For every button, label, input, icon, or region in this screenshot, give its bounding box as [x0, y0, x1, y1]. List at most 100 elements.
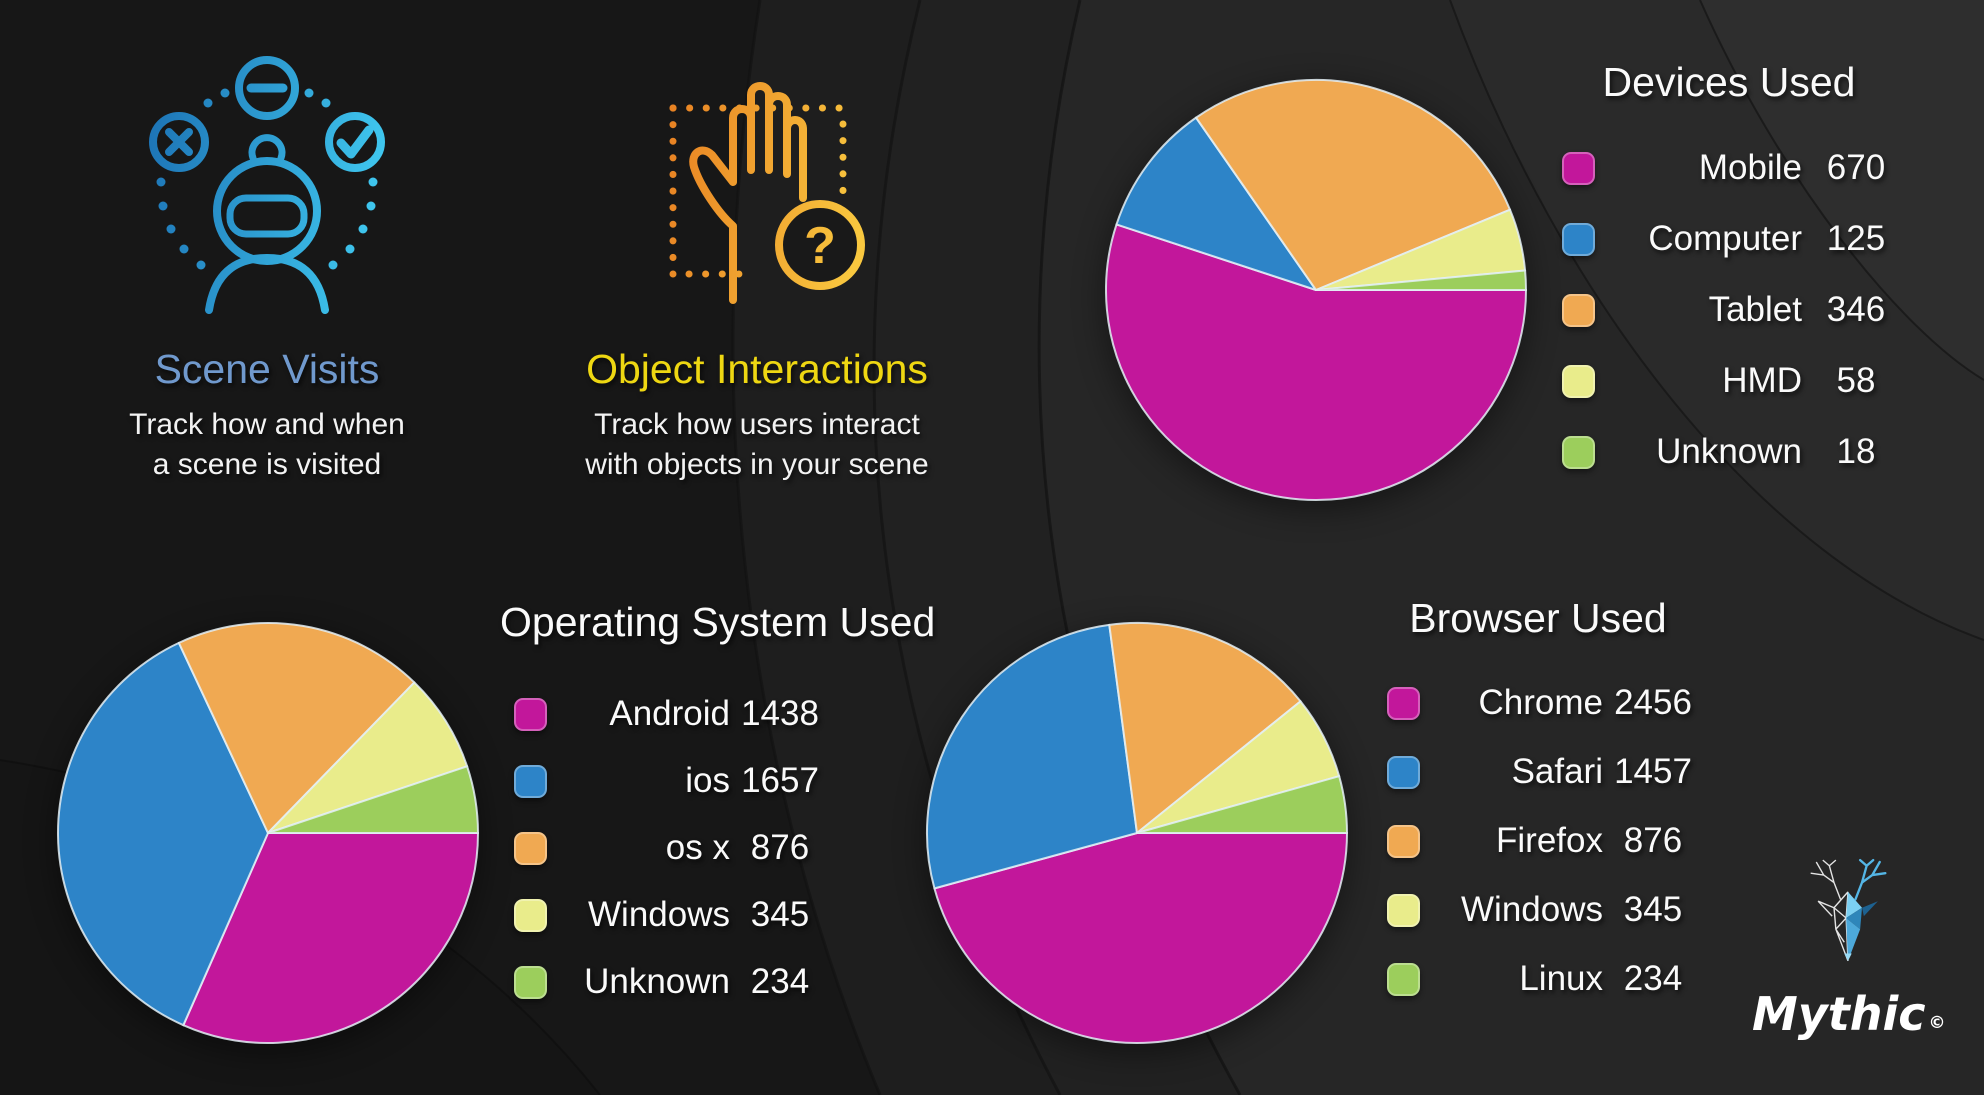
feature-object-interactions: ? Object Interactions Track how users in… — [522, 46, 992, 485]
copyright-mark: © — [1928, 1013, 1946, 1033]
legend-row: Linux 234 — [1373, 959, 1703, 998]
legend-row: Safari 1457 — [1373, 752, 1703, 791]
pie-slice-ios — [57, 641, 269, 1027]
pie-slice-Linux — [1136, 775, 1348, 834]
raised-hand — [689, 82, 807, 304]
legend-value: 876 — [750, 828, 810, 867]
legend-row: Chrome 2456 — [1373, 683, 1703, 722]
legend-operating-system-used: Operating System Used Android 1438 ios 1… — [500, 598, 936, 1032]
head-knot — [248, 134, 286, 162]
pie-slice-Tablet — [1195, 79, 1512, 291]
pie-slice-Android — [182, 832, 479, 1044]
legend-row: ios 1657 — [500, 761, 830, 800]
pie-slice-Computer — [1115, 116, 1317, 291]
legend-value: 234 — [1623, 959, 1683, 998]
deer-left-wireframe — [1810, 859, 1849, 962]
legend-swatch-windows — [1387, 893, 1420, 927]
legend-label: Tablet — [1708, 290, 1802, 329]
legend-value: 345 — [750, 895, 810, 934]
dotted-arc — [156, 88, 378, 270]
legend-value: 18 — [1836, 432, 1876, 471]
pie-slice-Chrome — [933, 832, 1348, 1044]
legend-swatch-safari — [1387, 755, 1420, 789]
legend-row: os x 876 — [500, 828, 830, 867]
legend-swatch-osx — [514, 831, 547, 865]
check-badge-icon — [325, 112, 385, 172]
pie-slice-Windows — [267, 681, 469, 834]
object-interactions-icon: ? — [522, 46, 992, 334]
legend-row: Unknown 234 — [500, 962, 830, 1001]
legend-devices-used: Devices Used Mobile 670 Computer 125 Tab… — [1548, 58, 1910, 506]
question-circle — [775, 200, 865, 290]
pie-slice-Mobile — [1105, 223, 1527, 501]
legend-label: Unknown — [584, 962, 730, 1001]
dotted-frame — [669, 104, 847, 278]
legend-swatch-linux — [1387, 962, 1420, 996]
pie-slice-os x — [177, 621, 416, 834]
deer-right-facets — [1844, 891, 1878, 961]
object-interactions-desc-line2: with objects in your scene — [585, 447, 929, 481]
legend-label: Linux — [1519, 959, 1603, 998]
scene-visits-icon — [62, 46, 472, 334]
legend-row: Windows 345 — [500, 895, 830, 934]
legend-swatch-hmd — [1562, 364, 1595, 398]
scene-visits-title: Scene Visits — [154, 346, 380, 392]
chart-title-os: Operating System Used — [500, 599, 936, 645]
legend-value: 125 — [1826, 219, 1886, 258]
feature-scene-visits: Scene Visits Track how and when a scene … — [62, 46, 472, 485]
legend-swatch-tablet — [1562, 293, 1595, 327]
legend-row: Firefox 876 — [1373, 821, 1703, 860]
brand-name: Mythic © — [1752, 987, 1946, 1041]
legend-label: Unknown — [1656, 432, 1802, 471]
legend-swatch-mobile — [1562, 151, 1595, 185]
pie-slice-Firefox — [1108, 622, 1302, 834]
hand-question-icon: ? — [669, 82, 865, 304]
legend-value: 1657 — [741, 761, 819, 800]
legend-swatch-ios — [514, 764, 547, 798]
legend-row: Windows 345 — [1373, 890, 1703, 929]
legend-row: Tablet 346 — [1548, 290, 1910, 329]
object-interactions-title: Object Interactions — [586, 346, 928, 392]
legend-swatch-unknown — [1562, 435, 1595, 469]
pie-slice-Safari — [926, 623, 1138, 890]
brand-logo: Mythic © — [1752, 856, 1946, 1041]
cross-badge-icon — [149, 112, 209, 172]
legend-value: 234 — [750, 962, 810, 1001]
legend-label: Windows — [588, 895, 730, 934]
legend-row: Unknown 18 — [1548, 432, 1910, 471]
legend-label: HMD — [1722, 361, 1802, 400]
pie-slice-Unknown — [267, 765, 479, 834]
legend-swatch-android — [514, 697, 547, 731]
legend-swatch-chrome — [1387, 686, 1420, 720]
legend-label: Computer — [1648, 219, 1802, 258]
legend-swatch-firefox — [1387, 824, 1420, 858]
legend-swatch-windows — [514, 898, 547, 932]
pie-chart-operating-system-used — [57, 621, 479, 1044]
object-interactions-desc-line1: Track how users interact — [594, 408, 920, 441]
pie-chart-browser-used — [926, 622, 1348, 1044]
pie-slice-Unknown — [1315, 269, 1527, 291]
legend-swatch-computer — [1562, 222, 1595, 256]
legend-label: Safari — [1511, 752, 1603, 791]
chart-title-browser: Browser Used — [1409, 595, 1667, 641]
legend-value: 345 — [1623, 890, 1683, 929]
legend-row: Computer 125 — [1548, 219, 1910, 258]
legend-value: 58 — [1836, 361, 1876, 400]
legend-row: HMD 58 — [1548, 361, 1910, 400]
legend-swatch-unknown — [514, 965, 547, 999]
legend-value: 1457 — [1614, 752, 1692, 791]
legend-row: Mobile 670 — [1548, 148, 1910, 187]
shoulders — [205, 254, 329, 314]
legend-value: 670 — [1826, 148, 1886, 187]
legend-label: Mobile — [1698, 148, 1802, 187]
legend-row: Android 1438 — [500, 694, 830, 733]
legend-label: Chrome — [1478, 683, 1603, 722]
legend-browser-used: Browser Used Chrome 2456 Safari 1457 Fir… — [1373, 594, 1703, 1031]
deer-logo-icon — [1810, 858, 1887, 962]
deer-right-antler — [1854, 858, 1887, 901]
vr-visor — [226, 194, 308, 238]
legend-value: 1438 — [741, 694, 819, 733]
legend-label: os x — [665, 828, 730, 867]
